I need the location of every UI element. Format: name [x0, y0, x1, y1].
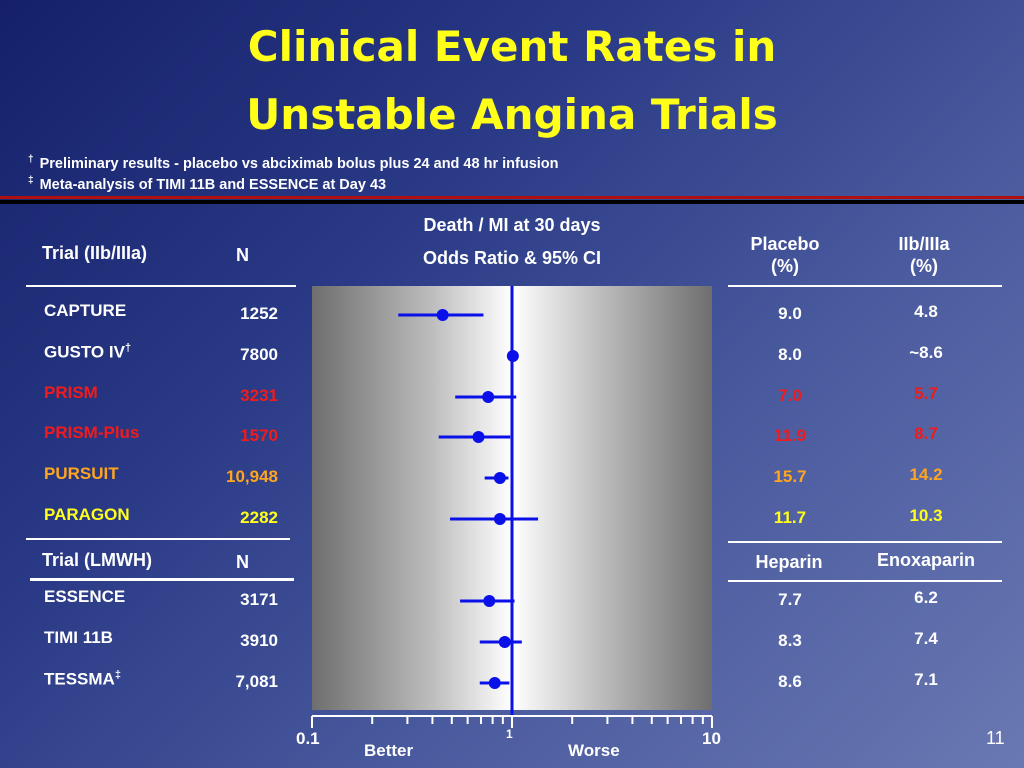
- trial-n: 2282: [240, 508, 278, 527]
- control-rate: 7.7: [778, 590, 802, 609]
- label-worse: Worse: [568, 741, 620, 760]
- point-estimate: [493, 472, 506, 484]
- control-rate: 8.6: [778, 672, 802, 691]
- point-estimate: [472, 431, 485, 443]
- trial-n: 3171: [240, 590, 278, 609]
- trial-n: 3910: [240, 631, 278, 650]
- section2-rule-top: [26, 538, 290, 540]
- point-estimate: [488, 677, 501, 689]
- axis-tick-label-1: 1: [506, 727, 513, 741]
- slide-title-line1: Clinical Event Rates in: [247, 22, 777, 71]
- treatment-rate: 10.3: [909, 506, 943, 525]
- control-rate: 8.3: [778, 631, 802, 650]
- point-estimate: [436, 309, 449, 321]
- header-rule-left: [26, 285, 296, 287]
- footnote-1: † Preliminary results - placebo vs abcixi…: [28, 154, 559, 172]
- header-endpoint: Death / MI at 30 days: [423, 215, 601, 235]
- treatment-rate: 5.7: [914, 384, 938, 403]
- axis-tick-label-0.1: 0.1: [296, 729, 320, 748]
- trial-name: PRISM: [44, 383, 98, 402]
- trial-name: GUSTO IV†: [44, 342, 132, 362]
- control-rate: 11.9: [773, 426, 807, 445]
- divider-red: [0, 196, 1024, 199]
- header-trial-lmwh: Trial (LMWH): [42, 550, 152, 570]
- trial-name: TESSMA‡: [44, 669, 121, 689]
- trial-n: 3231: [240, 386, 278, 405]
- trial-name: CAPTURE: [44, 301, 127, 320]
- header-n-lmwh: N: [236, 552, 249, 572]
- axis-tick-label-10: 10: [702, 729, 721, 748]
- slide-title-line2: Unstable Angina Trials: [246, 90, 778, 139]
- treatment-rate: 4.8: [914, 302, 938, 321]
- trial-n: 1570: [240, 426, 278, 445]
- treatment-rate: 7.1: [914, 670, 938, 689]
- header-measure: Odds Ratio & 95% CI: [422, 248, 602, 268]
- footnote-2: ‡ Meta-analysis of TIMI 11B and ESSENCE a…: [28, 175, 387, 193]
- header-trial: Trial (IIb/IIIa): [42, 243, 148, 263]
- treatment-rate: ~8.6: [909, 343, 943, 362]
- point-estimate: [498, 636, 511, 648]
- page-number: 11: [986, 728, 1005, 748]
- trial-name: TIMI 11B: [44, 628, 113, 647]
- control-rate: 7.0: [778, 386, 802, 405]
- trial-name: ESSENCE: [44, 587, 126, 606]
- point-estimate: [506, 350, 519, 362]
- control-rate: 8.0: [778, 345, 802, 364]
- treatment-rate: 7.4: [914, 629, 938, 648]
- label-better: Better: [364, 741, 414, 760]
- control-rate: 11.7: [773, 508, 807, 527]
- trial-n: 7800: [240, 345, 278, 364]
- section2-rule-bottom-right: [728, 580, 1002, 582]
- control-rate: 15.7: [773, 467, 807, 486]
- trial-n: 1252: [240, 304, 278, 323]
- divider-black: [0, 200, 1024, 204]
- point-estimate: [493, 513, 506, 525]
- header-heparin: Heparin: [755, 552, 823, 572]
- header-placebo: Placebo (%): [750, 234, 820, 276]
- treatment-rate: 14.2: [909, 465, 943, 484]
- trial-n: 7,081: [235, 672, 278, 691]
- section2-rule-top-right: [728, 541, 1002, 543]
- section2-rule-bottom: [30, 578, 294, 581]
- header-iib: IIb/IIIa (%): [898, 234, 950, 276]
- point-estimate: [482, 391, 495, 403]
- header-enoxaparin: Enoxaparin: [876, 550, 976, 570]
- trial-n: 10,948: [226, 467, 278, 486]
- trial-name: PURSUIT: [44, 464, 119, 483]
- treatment-rate: 6.2: [914, 588, 938, 607]
- trial-name: PARAGON: [44, 505, 130, 524]
- header-n: N: [236, 245, 249, 265]
- treatment-rate: 8.7: [914, 424, 938, 443]
- header-rule-right: [728, 285, 1002, 287]
- point-estimate: [483, 595, 496, 607]
- control-rate: 9.0: [778, 304, 802, 323]
- trial-name: PRISM-Plus: [44, 423, 140, 442]
